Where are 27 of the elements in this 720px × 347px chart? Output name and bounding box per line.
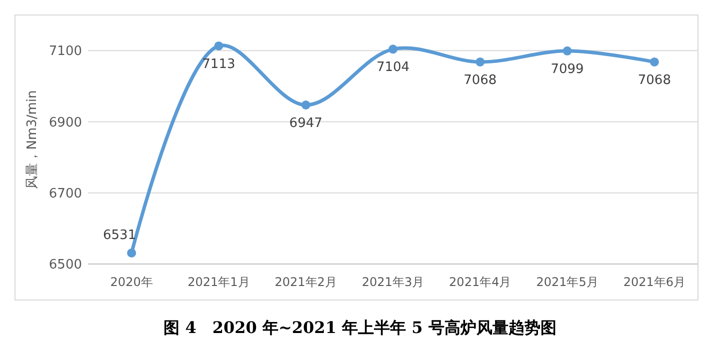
y-tick-label: 6900	[48, 115, 82, 130]
data-label: 7099	[550, 62, 584, 77]
x-tick-label: 2021年1月	[188, 275, 250, 289]
text: 图 4 2020 年~2021 年上半年 5 号高炉风量趋势图	[164, 318, 556, 337]
point	[388, 44, 398, 54]
x-tick-label: 2020年	[110, 275, 153, 289]
x-tick-label: 2021年6月	[623, 275, 686, 289]
point	[562, 46, 572, 56]
x-tick-label: 2021年2月	[274, 275, 337, 289]
y-tick-label: 6500	[48, 258, 82, 273]
x-tick-label: 2021年3月	[362, 275, 424, 289]
point	[127, 248, 136, 258]
point	[650, 57, 659, 66]
x-tick-label: 2021年5月	[536, 275, 598, 289]
data-label: 6947	[289, 116, 322, 131]
y-tick-label: 7100	[48, 44, 82, 60]
data-label: 7068	[464, 72, 497, 88]
y-tick-label: 6700	[48, 186, 82, 202]
data-label: 7104	[376, 60, 410, 76]
point	[214, 41, 224, 50]
data-label: 7113	[202, 56, 236, 72]
point	[476, 57, 485, 66]
y-axis-title: 风量，Nm3/min	[25, 90, 40, 189]
point	[301, 100, 310, 110]
data-label: 7068	[638, 72, 671, 88]
data-label: 6531	[103, 228, 136, 243]
x-tick-label: 2021年4月	[449, 275, 512, 289]
